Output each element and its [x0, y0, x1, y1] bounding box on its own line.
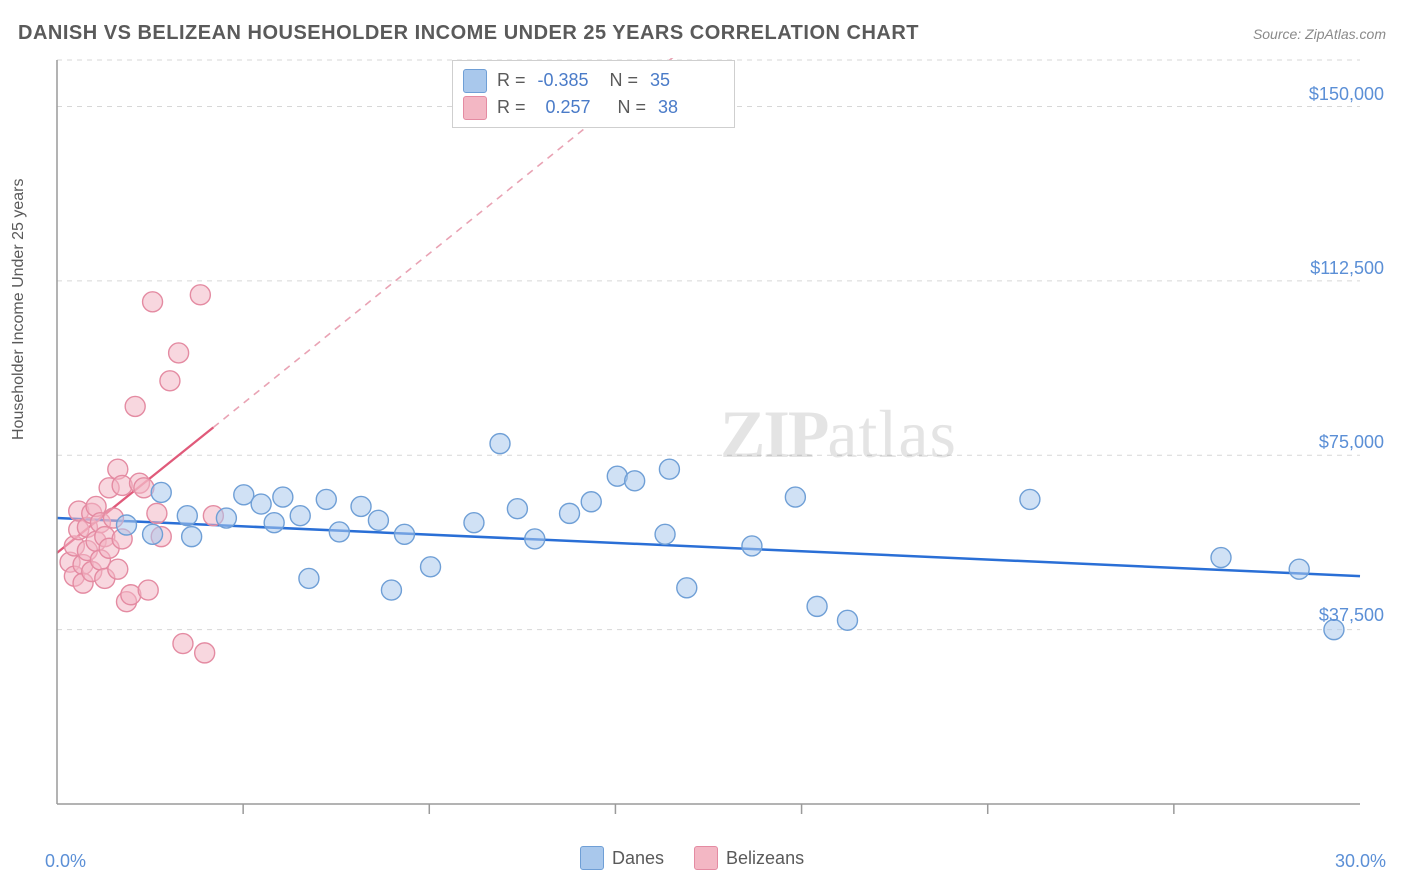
xtick-label: 30.0% [1335, 851, 1386, 872]
y-axis-label: Householder Income Under 25 years [10, 179, 28, 440]
swatch-belizeans [463, 96, 487, 120]
legend-label-belizeans: Belizeans [726, 848, 804, 869]
source-label: Source: ZipAtlas.com [1253, 26, 1386, 42]
stats-row-belizeans: R = 0.257 N = 38 [463, 94, 720, 121]
legend-label-danes: Danes [612, 848, 664, 869]
stat-r-danes: -0.385 [538, 67, 600, 94]
legend: Danes Belizeans [580, 846, 804, 870]
ytick-label: $112,500 [1310, 258, 1384, 279]
stat-n-label: N = [618, 94, 647, 121]
legend-item-belizeans: Belizeans [694, 846, 804, 870]
scatter-plot [55, 58, 1390, 848]
stat-n-label: N = [610, 67, 639, 94]
ytick-label: $37,500 [1319, 605, 1384, 626]
chart-container: DANISH VS BELIZEAN HOUSEHOLDER INCOME UN… [0, 0, 1406, 892]
legend-item-danes: Danes [580, 846, 664, 870]
stat-r-label: R = [497, 67, 526, 94]
stat-n-danes: 35 [650, 67, 712, 94]
stat-r-label: R = [497, 94, 526, 121]
stat-n-belizeans: 38 [658, 94, 720, 121]
stats-box: R = -0.385 N = 35 R = 0.257 N = 38 [452, 60, 735, 128]
chart-title: DANISH VS BELIZEAN HOUSEHOLDER INCOME UN… [18, 22, 919, 45]
stats-row-danes: R = -0.385 N = 35 [463, 67, 720, 94]
ytick-label: $150,000 [1309, 84, 1384, 105]
stat-r-belizeans: 0.257 [546, 94, 608, 121]
swatch-belizeans [694, 846, 718, 870]
ytick-label: $75,000 [1319, 432, 1384, 453]
swatch-danes [463, 69, 487, 93]
swatch-danes [580, 846, 604, 870]
xtick-label: 0.0% [45, 851, 86, 872]
